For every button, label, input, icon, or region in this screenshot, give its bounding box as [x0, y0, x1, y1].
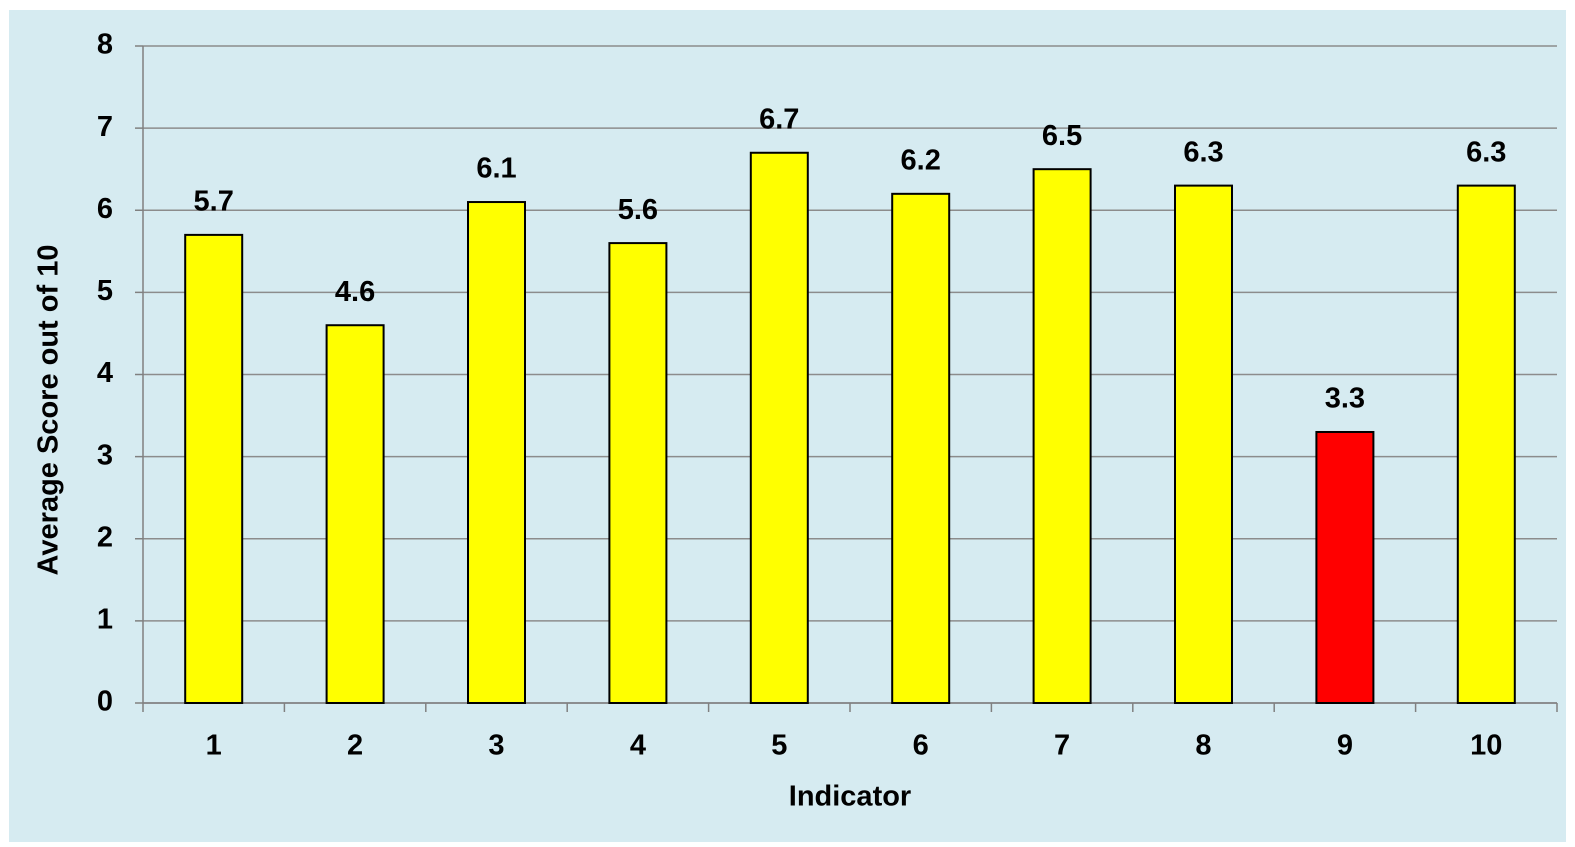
x-tick-label: 10 — [1470, 730, 1502, 762]
bar — [1456, 184, 1516, 705]
bar — [608, 242, 668, 704]
bar — [184, 233, 244, 704]
y-tick-label: 7 — [97, 111, 113, 143]
x-tick-label: 9 — [1337, 730, 1353, 762]
bar — [1315, 430, 1375, 704]
bar — [467, 201, 526, 704]
data-label: 6.5 — [1042, 120, 1082, 152]
x-tick-label: 8 — [1195, 730, 1211, 762]
data-label: 5.7 — [194, 186, 234, 218]
y-tick-label: 8 — [97, 29, 113, 61]
x-tick-label: 7 — [1054, 730, 1070, 762]
data-label: 6.7 — [759, 103, 799, 135]
y-tick-label: 2 — [97, 521, 113, 553]
data-label: 3.3 — [1325, 383, 1365, 415]
y-tick-label: 4 — [97, 357, 113, 389]
y-tick-label: 3 — [97, 439, 113, 471]
bar — [891, 192, 951, 704]
y-tick-label: 6 — [97, 193, 113, 225]
data-label: 4.6 — [335, 276, 375, 308]
data-label: 6.3 — [1183, 136, 1223, 168]
y-tick-label: 0 — [97, 686, 113, 718]
data-label: 5.6 — [618, 194, 658, 226]
y-tick-label: 5 — [97, 275, 113, 307]
bar — [325, 324, 385, 704]
y-tick-label: 1 — [97, 604, 113, 636]
bar — [1032, 168, 1092, 704]
x-tick-label: 2 — [347, 730, 363, 762]
x-tick-label: 6 — [913, 730, 929, 762]
x-tick-label: 1 — [206, 730, 222, 762]
x-tick-label: 5 — [771, 730, 787, 762]
bar — [1174, 184, 1233, 705]
data-label: 6.1 — [476, 153, 516, 185]
data-label: 6.3 — [1466, 136, 1506, 168]
y-axis-label: Average Score out of 10 — [33, 245, 65, 576]
bar — [749, 151, 809, 704]
x-tick-label: 4 — [630, 730, 646, 762]
x-axis-label: Indicator — [789, 781, 911, 813]
x-tick-label: 3 — [488, 730, 504, 762]
data-label: 6.2 — [901, 144, 941, 176]
